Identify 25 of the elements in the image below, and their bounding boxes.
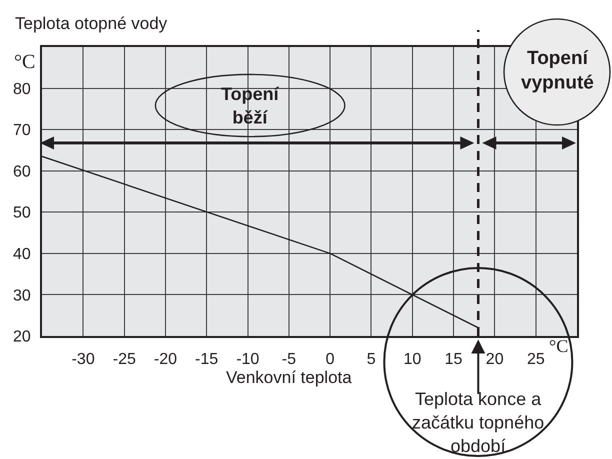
x-tick-label: 10 (403, 351, 422, 368)
ref-line-label: Teplota konce a začátku topného období (412, 389, 544, 456)
x-tick-label: -15 (195, 351, 218, 368)
x-tick-label: -30 (72, 351, 95, 368)
x-tick-label: -20 (154, 351, 178, 368)
y-tick-label: 30 (13, 287, 31, 304)
y-tick-label: 20 (13, 328, 31, 346)
x-tick-label: 20 (486, 351, 504, 368)
annotation: Topení vypnuté (521, 48, 594, 94)
x-tick-label: -25 (112, 351, 136, 368)
x-tick-label: 0 (326, 351, 335, 368)
x-tick-label: 15 (444, 351, 463, 368)
x-axis-title: Venkovní teplota (226, 368, 352, 387)
y-axis-title: Teplota otopné vody (15, 14, 168, 33)
x-tick-label: 25 (526, 351, 545, 368)
annotation: °C (549, 336, 568, 356)
y-tick-label: 60 (13, 163, 31, 180)
y-tick-label: 70 (13, 122, 31, 140)
text: °C (14, 51, 36, 73)
y-tick-label: 40 (13, 246, 31, 264)
x-tick-label: -5 (282, 351, 296, 368)
y-tick-label: 80 (13, 80, 31, 98)
x-tick-label: -10 (236, 351, 260, 368)
x-tick-label: 5 (366, 351, 376, 368)
y-tick-label: 50 (13, 204, 31, 222)
